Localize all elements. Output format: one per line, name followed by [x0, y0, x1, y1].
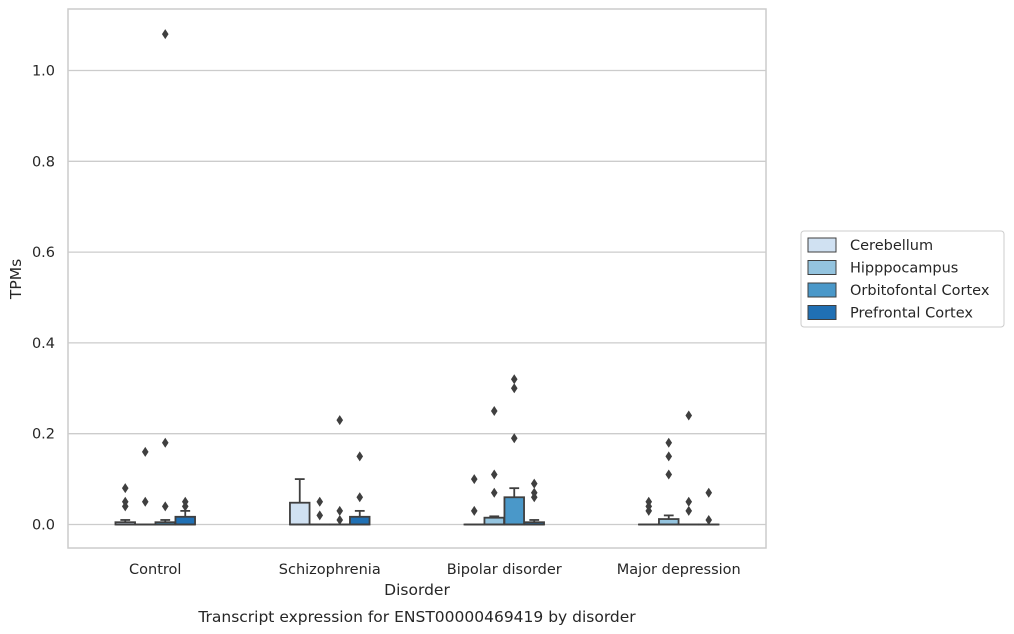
outlier-point: [665, 437, 673, 448]
legend-frame: [800, 230, 1005, 328]
legend-swatch: [807, 305, 837, 320]
y-tick-label: 0.4: [32, 336, 55, 352]
y-tick-label: 0.2: [32, 427, 55, 443]
outlier-point: [490, 487, 498, 498]
outlier-point: [470, 505, 478, 516]
outlier-point: [470, 474, 478, 485]
box-orbitofontal-cortex: [503, 374, 525, 526]
box-cerebellum: [289, 478, 311, 526]
x-axis-ticks: Control Schizophrenia Bipolar disorder Majo…: [129, 562, 741, 578]
box-orbitofontal-cortex: [329, 415, 351, 526]
box-orbitofontal-cortex: [154, 29, 176, 526]
box-prefrontal-cortex: [698, 487, 720, 526]
outlier-point: [121, 483, 129, 494]
x-tick-label: Bipolar disorder: [447, 562, 562, 578]
legend-swatch: [807, 237, 837, 253]
y-gridlines: [68, 69, 766, 526]
outlier-point: [316, 496, 324, 507]
outlier-point: [490, 406, 498, 416]
legend-label: Hipppocampus: [850, 261, 958, 277]
y-tick-label: 0.8: [32, 154, 55, 170]
outlier-point: [705, 514, 713, 525]
outlier-point: [356, 451, 364, 462]
box: [174, 515, 196, 526]
box: [503, 496, 525, 526]
box-plot-series: [114, 29, 720, 526]
outlier-point: [336, 505, 344, 516]
box-cerebellum: [463, 474, 485, 526]
box-hipppocampus: [309, 496, 331, 526]
x-tick-label: Major depression: [617, 562, 741, 578]
outlier-point: [356, 492, 364, 503]
x-tick-label: Control: [129, 562, 181, 578]
x-tick-label: Schizophrenia: [279, 562, 381, 578]
y-tick-label: 0.6: [32, 245, 55, 261]
outlier-point: [510, 383, 518, 394]
outlier-point: [665, 469, 673, 480]
box-hipppocampus: [483, 406, 505, 526]
box-hipppocampus: [658, 437, 680, 526]
outlier-point: [336, 415, 344, 426]
outlier-point: [490, 469, 498, 480]
box-prefrontal-cortex: [523, 478, 545, 526]
legend-label: Cerebellum: [850, 238, 933, 254]
outlier-point: [510, 433, 518, 444]
outlier-point: [685, 505, 693, 516]
outlier-point: [316, 510, 324, 521]
figure-caption: Transcript expression for ENST0000046941…: [197, 608, 636, 626]
legend-swatch: [807, 260, 837, 275]
box: [349, 515, 371, 526]
legend-label: Orbitofontal Cortex: [850, 283, 990, 299]
box: [289, 501, 311, 526]
outlier-point: [161, 501, 169, 512]
outlier-point: [181, 496, 189, 507]
x-axis-label: Disorder: [384, 581, 450, 599]
plot-area-frame: [67, 8, 767, 549]
y-tick-label: 1.0: [32, 64, 55, 80]
y-axis-ticks: 0.0 0.2 0.4 0.6 0.8 1.0: [32, 64, 55, 534]
outlier-point: [141, 446, 149, 457]
legend-label: Prefrontal Cortex: [850, 306, 973, 322]
box-cerebellum: [638, 496, 660, 526]
outlier-point: [665, 451, 673, 462]
outlier-point: [645, 496, 653, 507]
outlier-point: [530, 487, 538, 498]
box-prefrontal-cortex: [349, 451, 371, 526]
y-axis-label: TPMs: [7, 259, 25, 300]
outlier-point: [141, 496, 149, 507]
legend: Cerebellum Hipppocampus Orbitofontal Corte…: [800, 230, 1005, 328]
outlier-point: [161, 29, 169, 40]
outlier-point: [336, 514, 344, 525]
y-tick-label: 0.0: [32, 518, 55, 534]
box-orbitofontal-cortex: [678, 410, 700, 526]
outlier-point: [685, 410, 693, 421]
outlier-point: [161, 437, 169, 448]
box: [483, 516, 505, 526]
outlier-point: [510, 374, 518, 385]
legend-swatch: [807, 282, 837, 298]
box-prefrontal-cortex: [174, 496, 196, 526]
outlier-point: [530, 478, 538, 489]
outlier-point: [685, 496, 693, 507]
box-cerebellum: [114, 483, 136, 526]
outlier-point: [705, 487, 713, 498]
outlier-point: [121, 496, 129, 507]
box-hipppocampus: [134, 446, 156, 526]
